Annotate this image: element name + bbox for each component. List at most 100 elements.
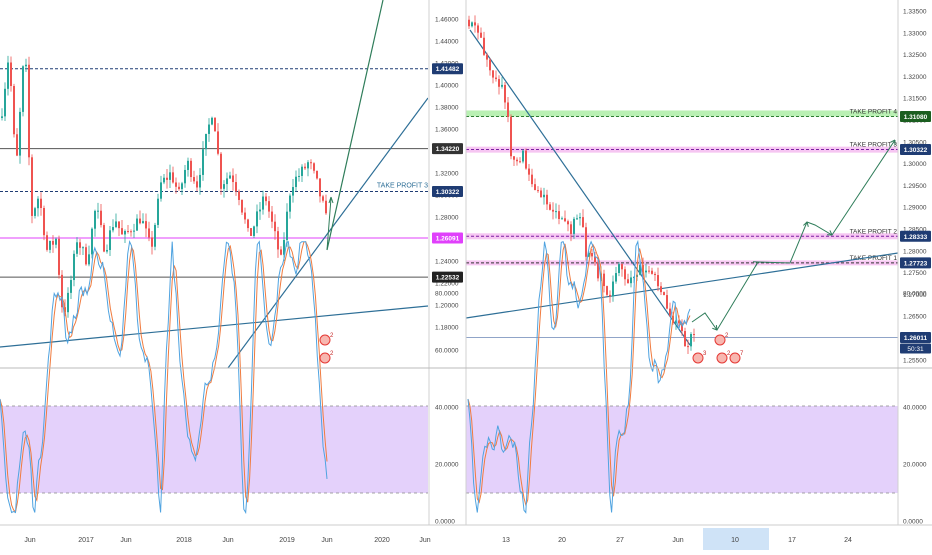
- left-price-tick: 1.46000: [435, 17, 459, 24]
- candle-body: [510, 117, 512, 156]
- candle-body: [573, 219, 575, 234]
- candle-body: [214, 118, 216, 132]
- candle-body: [166, 178, 168, 180]
- candle-body: [10, 63, 12, 87]
- right-osc-tick: 80.0000: [903, 291, 927, 298]
- right-level-2-tag: 1.28333: [900, 231, 931, 242]
- candle-body: [241, 200, 243, 213]
- candle-body: [684, 331, 686, 346]
- candle-body: [582, 217, 584, 227]
- left-time-label: 2017: [78, 537, 94, 544]
- right-take-profit-label: TAKE PROFIT 4: [850, 109, 898, 116]
- candle-body: [121, 228, 123, 234]
- candle-body: [88, 254, 90, 264]
- right-price-tick: 1.28000: [903, 248, 927, 255]
- candle-body: [229, 175, 231, 178]
- candle-body: [1, 116, 3, 118]
- candle-body: [540, 191, 542, 198]
- left-time-label: 2019: [279, 537, 295, 544]
- candle-body: [253, 226, 255, 236]
- candle-body: [259, 210, 261, 212]
- candle-body: [690, 334, 692, 346]
- candle-body: [76, 242, 78, 254]
- candle-body: [133, 231, 135, 232]
- candle-body: [576, 218, 578, 219]
- candle-body: [295, 177, 297, 187]
- candle-body: [34, 208, 36, 216]
- candle-body: [528, 169, 530, 175]
- candle-body: [148, 228, 150, 237]
- candle-body: [136, 219, 138, 231]
- candle-body: [648, 271, 650, 272]
- right-event-badge-icon: [717, 353, 727, 363]
- right-price-tick: 1.33000: [903, 30, 927, 37]
- candle-body: [97, 211, 99, 212]
- candle-body: [531, 175, 533, 185]
- candle-body: [154, 225, 156, 247]
- candle-body: [163, 178, 165, 183]
- left-level-3-tag-label: 1.26091: [436, 235, 460, 242]
- candle-body: [486, 55, 488, 60]
- candle-body: [70, 280, 72, 293]
- right-osc-tick: 0.0000: [903, 519, 923, 526]
- candle-body: [73, 254, 75, 280]
- candle-body: [4, 89, 6, 117]
- candle-body: [25, 65, 27, 67]
- left-level-3-tag: 1.26091: [432, 232, 463, 243]
- left-event-badge-icon: [320, 335, 330, 345]
- candle-body: [199, 175, 201, 188]
- right-event-badge-icon: [730, 353, 740, 363]
- candle-body: [618, 264, 620, 273]
- candle-body: [322, 196, 324, 200]
- candle-body: [94, 211, 96, 229]
- candle-body: [28, 65, 30, 158]
- left-level-1-tag: 1.34220: [432, 143, 463, 154]
- candle-body: [501, 85, 503, 87]
- candle-body: [202, 149, 204, 175]
- right-price-pane: [466, 0, 898, 368]
- left-panel: TAKE PROFIT 322: [0, 0, 428, 513]
- candle-body: [169, 172, 171, 180]
- candle-body: [220, 154, 222, 189]
- right-price-tick: 1.29000: [903, 205, 927, 212]
- candle-body: [244, 213, 246, 220]
- candle-body: [483, 38, 485, 55]
- candle-body: [232, 175, 234, 182]
- left-price-tick: 1.32000: [435, 171, 459, 178]
- candle-body: [471, 22, 473, 26]
- candle-body: [238, 191, 240, 200]
- candle-body: [211, 118, 213, 125]
- left-take-profit-3-label: TAKE PROFIT 3: [377, 182, 428, 189]
- candle-body: [663, 292, 665, 295]
- candle-body: [46, 235, 48, 250]
- right-level-0-tag-label: 1.31080: [904, 114, 928, 121]
- candle-body: [286, 212, 288, 240]
- candle-body: [624, 269, 626, 279]
- right-event-badge-icon: [715, 335, 725, 345]
- candle-body: [124, 231, 126, 234]
- candle-body: [591, 253, 593, 256]
- candle-body: [145, 221, 147, 228]
- right-price-tick: 1.29500: [903, 183, 927, 190]
- right-level-1-tag: 1.30322: [900, 144, 931, 155]
- left-osc-tick: 80.0000: [435, 291, 459, 298]
- candle-body: [193, 177, 195, 181]
- candle-body: [7, 63, 9, 89]
- left-level-0-tag: 1.41482: [432, 63, 463, 74]
- candle-body: [256, 211, 258, 226]
- right-event-badge-icon: [693, 353, 703, 363]
- candle-body: [226, 178, 228, 184]
- candle-body: [19, 112, 21, 156]
- candle-body: [657, 275, 659, 286]
- candle-body: [235, 182, 237, 191]
- candle-body: [208, 125, 210, 134]
- candle-body: [103, 225, 105, 252]
- candle-body: [495, 78, 497, 79]
- right-time-label: Jun: [672, 537, 683, 544]
- candle-body: [543, 195, 545, 197]
- candle-body: [498, 79, 500, 87]
- candle-body: [289, 196, 291, 212]
- candle-body: [22, 66, 24, 112]
- candle-body: [645, 271, 647, 273]
